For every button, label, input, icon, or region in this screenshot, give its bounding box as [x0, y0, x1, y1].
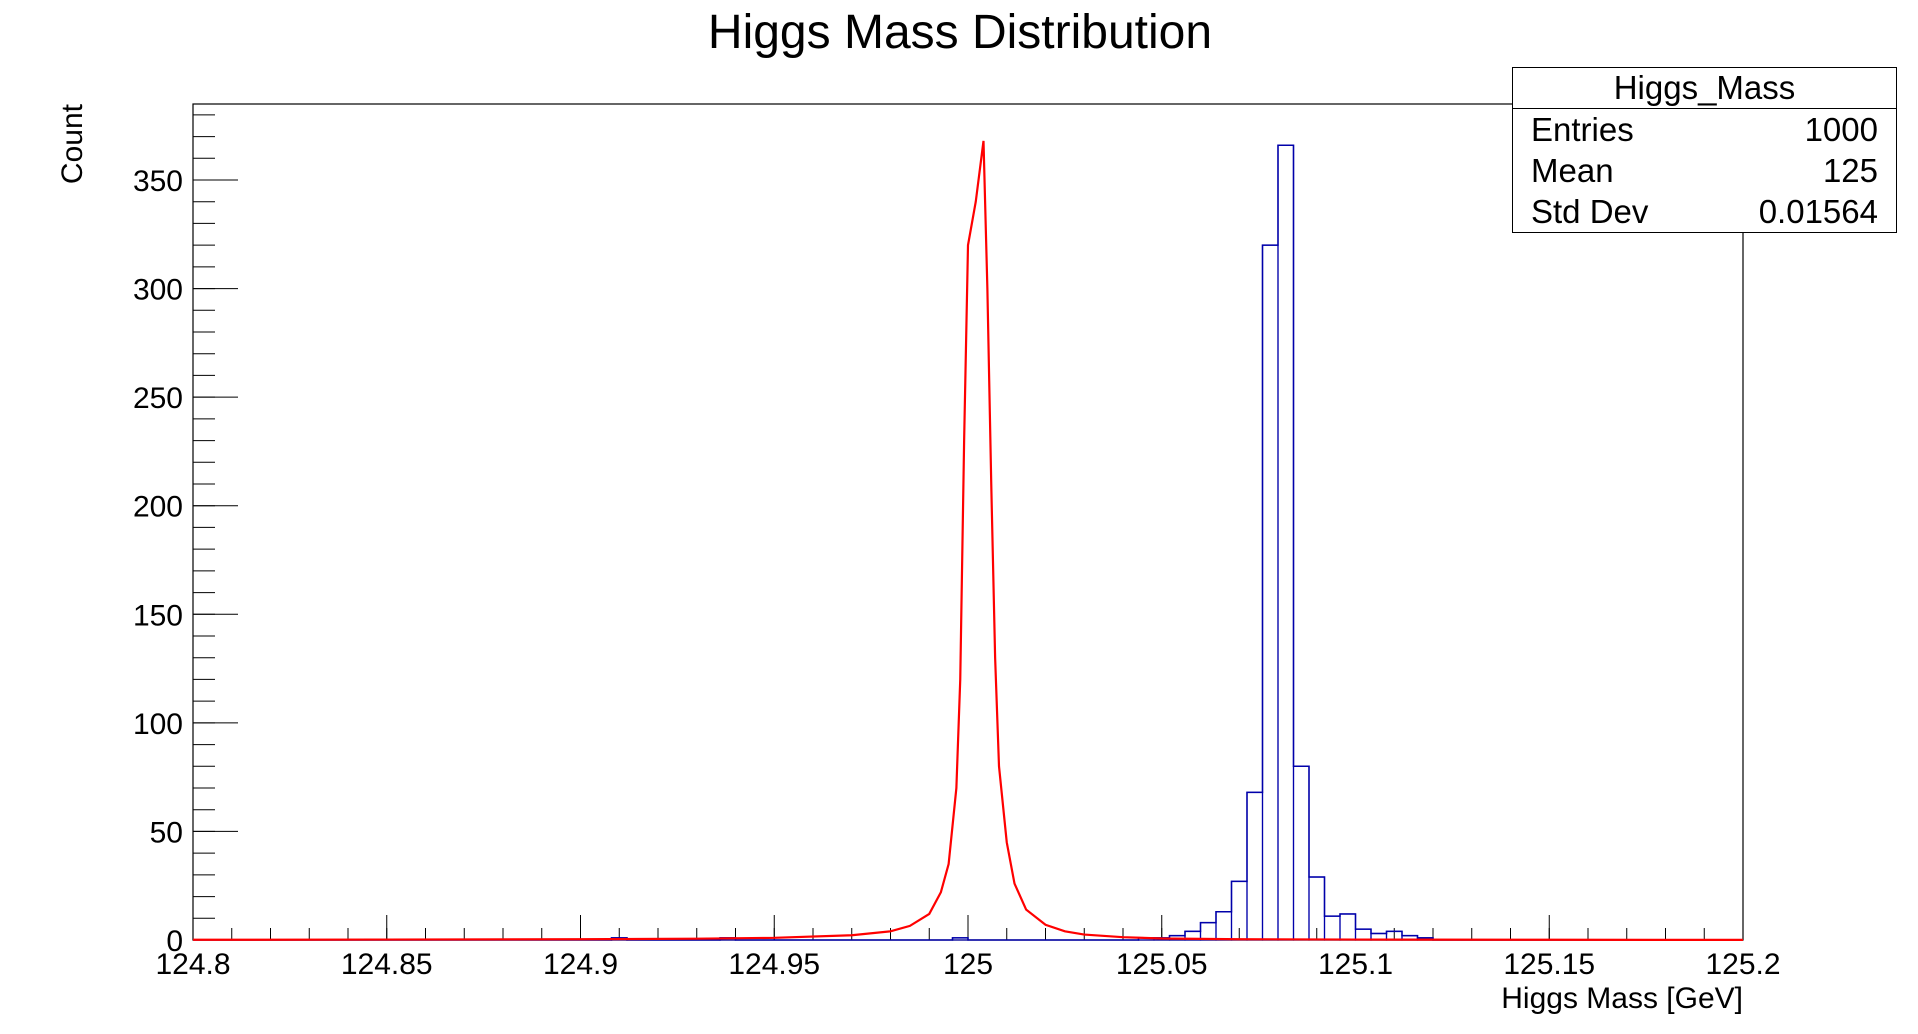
histogram-bin — [1323, 915, 1341, 941]
x-tick-label: 124.95 — [728, 948, 820, 981]
stats-value: 0.01564 — [1758, 193, 1878, 230]
histogram-bin — [951, 937, 969, 941]
y-tick-label: 0 — [166, 925, 183, 958]
stats-row-mean: Mean 125 — [1531, 151, 1878, 191]
x-tick-label: 125.1 — [1318, 948, 1393, 981]
stats-label: Std Dev — [1531, 193, 1649, 230]
x-tick-label: 124.9 — [543, 948, 618, 981]
y-tick-label: 100 — [133, 708, 183, 741]
fit-curve — [192, 140, 1744, 941]
y-axis-label: Count — [56, 103, 89, 184]
stats-row-stddev: Std Dev 0.01564 — [1531, 192, 1878, 232]
y-tick-label: 350 — [133, 165, 183, 198]
histogram-bin — [1339, 913, 1357, 941]
stats-value: 1000 — [1804, 111, 1878, 148]
stats-title: Higgs_Mass — [1513, 68, 1896, 109]
stats-row-entries: Entries 1000 — [1531, 110, 1878, 150]
histogram-bin — [1292, 765, 1310, 941]
histogram-bin — [1354, 928, 1372, 941]
histogram-bin — [1215, 911, 1233, 941]
x-tick-label: 124.8 — [155, 948, 230, 981]
x-tick-label: 125.2 — [1705, 948, 1780, 981]
stats-label: Entries — [1531, 111, 1634, 148]
x-axis-ticks: 124.8 124.85 124.9 124.95 125 125.05 125.1 125.… — [155, 915, 1781, 981]
fit-layer — [192, 140, 1744, 941]
y-tick-label: 300 — [133, 274, 183, 307]
x-axis-label: Higgs Mass [GeV] — [1501, 982, 1743, 1015]
chart-title: Higgs Mass Distribution — [708, 6, 1212, 59]
stats-value: 125 — [1822, 152, 1878, 189]
histogram-bin — [1277, 144, 1295, 941]
y-tick-label: 250 — [133, 382, 183, 415]
histogram-bin — [1246, 791, 1264, 941]
x-tick-label: 125.15 — [1503, 948, 1595, 981]
x-tick-label: 125 — [943, 948, 993, 981]
y-tick-label: 50 — [150, 816, 183, 849]
plot-frame — [192, 103, 1744, 941]
x-tick-label: 124.85 — [341, 948, 433, 981]
histogram-bin — [1199, 922, 1217, 941]
stats-label: Mean — [1531, 152, 1614, 189]
x-tick-label: 125.05 — [1116, 948, 1208, 981]
y-tick-label: 200 — [133, 491, 183, 524]
stats-box: Higgs_Mass Entries 1000 Mean 125 Std Dev… — [1512, 67, 1897, 233]
y-tick-label: 150 — [133, 599, 183, 632]
histogram-bin — [1261, 244, 1279, 941]
y-axis-ticks: 0 50 100 150 200 250 300 350 — [133, 114, 238, 958]
